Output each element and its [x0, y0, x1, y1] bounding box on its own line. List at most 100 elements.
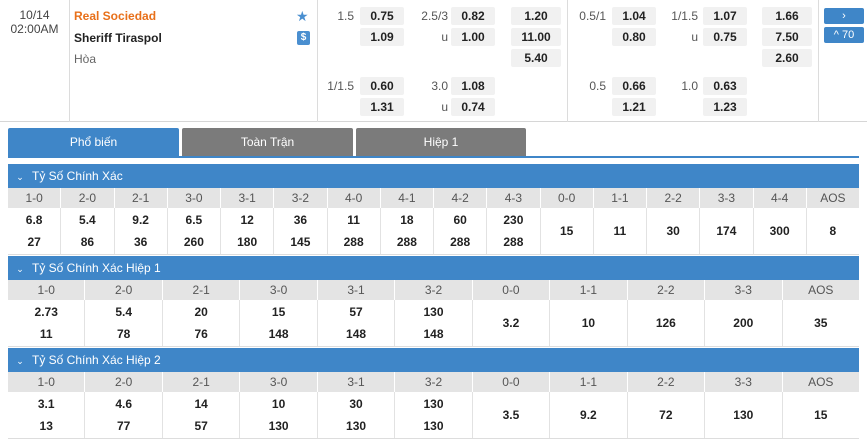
home-team[interactable]: Real Sociedad: [74, 9, 157, 23]
odds-top[interactable]: 10: [271, 397, 286, 411]
tab-popular[interactable]: Phổ biến: [8, 128, 179, 156]
odds-top[interactable]: 57: [349, 305, 363, 319]
odds-bottom[interactable]: 260: [183, 235, 204, 249]
h1-1x2-home-odds[interactable]: 1.66: [762, 7, 812, 25]
odds-cell[interactable]: 14 57: [161, 392, 239, 438]
odds-top[interactable]: 30: [666, 224, 680, 238]
odds-bottom[interactable]: 86: [80, 235, 95, 249]
odds-cell[interactable]: 30 130: [316, 392, 394, 438]
h1-ou2-under-odds[interactable]: 1.23: [703, 98, 747, 116]
odds-cell[interactable]: 57 148: [316, 300, 394, 346]
ft-ah2-away-odds[interactable]: 1.31: [360, 98, 404, 116]
odds-top[interactable]: 9.2: [132, 213, 149, 227]
odds-cell[interactable]: 5.4 86: [60, 208, 113, 254]
odds-top[interactable]: 14: [194, 397, 208, 411]
odds-top[interactable]: 15: [559, 224, 574, 238]
odds-cell[interactable]: 15 148: [239, 300, 316, 346]
odds-top[interactable]: 11: [347, 213, 360, 227]
odds-cell[interactable]: 60 288: [433, 208, 486, 254]
h1-ou2-over-odds[interactable]: 0.63: [703, 77, 747, 95]
odds-cell[interactable]: 126: [626, 300, 704, 346]
odds-cell[interactable]: 130 148: [394, 300, 471, 346]
favorite-star-icon[interactable]: ★: [296, 8, 309, 24]
ft-1x2-draw-odds[interactable]: 5.40: [511, 49, 561, 67]
section-header[interactable]: ⌄ Tỷ Số Chính Xác: [8, 164, 859, 188]
odds-top[interactable]: 15: [271, 305, 286, 319]
h1-ou-over-odds[interactable]: 1.07: [703, 7, 747, 25]
tab-full-time[interactable]: Toàn Trận: [182, 128, 353, 156]
odds-top[interactable]: 36: [293, 213, 308, 227]
chevron-down-icon[interactable]: ⌄: [16, 356, 24, 366]
odds-top[interactable]: 5.4: [115, 305, 133, 319]
odds-cell[interactable]: 174: [699, 208, 752, 254]
odds-top[interactable]: 6.8: [25, 213, 43, 227]
odds-top[interactable]: 9.2: [580, 408, 597, 422]
odds-top[interactable]: 5.4: [79, 213, 96, 227]
odds-cell[interactable]: 15: [539, 208, 593, 254]
odds-bottom[interactable]: 288: [450, 235, 471, 249]
odds-top[interactable]: 2.73: [34, 305, 58, 319]
away-team[interactable]: Sheriff Tiraspol: [74, 31, 162, 45]
odds-cell[interactable]: 15: [781, 392, 859, 438]
h1-ah2-away-odds[interactable]: 1.21: [612, 98, 656, 116]
odds-bottom[interactable]: 288: [343, 235, 364, 249]
section-header[interactable]: ⌄ Tỷ Số Chính Xác Hiệp 1: [8, 256, 859, 280]
odds-top[interactable]: 126: [655, 316, 676, 330]
odds-cell[interactable]: 12 180: [220, 208, 273, 254]
odds-top[interactable]: 3.2: [502, 316, 520, 330]
odds-bottom[interactable]: 76: [194, 327, 208, 341]
odds-bottom[interactable]: 13: [39, 419, 53, 433]
h1-ou-under-odds[interactable]: 0.75: [703, 28, 747, 46]
dollar-icon[interactable]: $: [297, 31, 310, 45]
odds-bottom[interactable]: 148: [423, 327, 444, 341]
odds-bottom[interactable]: 57: [194, 419, 208, 433]
odds-top[interactable]: 35: [814, 316, 828, 330]
ft-ah2-home-odds[interactable]: 0.60: [360, 77, 404, 95]
odds-top[interactable]: 8: [829, 224, 837, 238]
ft-ah-away-odds[interactable]: 1.09: [360, 28, 404, 46]
odds-top[interactable]: 200: [733, 316, 754, 330]
odds-top[interactable]: 4.6: [115, 397, 133, 411]
odds-cell[interactable]: 230 288: [486, 208, 539, 254]
odds-top[interactable]: 60: [453, 213, 467, 227]
odds-top[interactable]: 6.5: [185, 213, 203, 227]
odds-top[interactable]: 30: [349, 397, 363, 411]
odds-cell[interactable]: 9.2: [549, 392, 626, 438]
odds-cell[interactable]: 18 288: [379, 208, 433, 254]
section-header[interactable]: ⌄ Tỷ Số Chính Xác Hiệp 2: [8, 348, 859, 372]
odds-cell[interactable]: 72: [626, 392, 704, 438]
odds-bottom[interactable]: 36: [133, 235, 148, 249]
odds-bottom[interactable]: 11: [39, 327, 53, 341]
odds-bottom[interactable]: 288: [503, 235, 524, 249]
odds-top[interactable]: 20: [194, 305, 208, 319]
ft-ou-over-odds[interactable]: 0.82: [451, 7, 495, 25]
odds-bottom[interactable]: 78: [117, 327, 131, 341]
odds-cell[interactable]: 3.5: [471, 392, 549, 438]
ft-ou2-over-odds[interactable]: 1.08: [451, 77, 495, 95]
odds-top[interactable]: 130: [423, 305, 444, 319]
odds-cell[interactable]: 300: [752, 208, 806, 254]
odds-bottom[interactable]: 130: [346, 419, 367, 433]
odds-top[interactable]: 3.5: [502, 408, 520, 422]
odds-cell[interactable]: 35: [781, 300, 859, 346]
odds-cell[interactable]: 3.2: [471, 300, 549, 346]
ft-1x2-home-odds[interactable]: 1.20: [511, 7, 561, 25]
odds-top[interactable]: 15: [814, 408, 828, 422]
odds-cell[interactable]: 10 130: [239, 392, 316, 438]
odds-cell[interactable]: 3.1 13: [8, 392, 84, 438]
odds-cell[interactable]: 36 145: [273, 208, 326, 254]
odds-bottom[interactable]: 130: [423, 419, 444, 433]
h1-ah-home-odds[interactable]: 1.04: [612, 7, 656, 25]
ft-ou-under-odds[interactable]: 1.00: [451, 28, 495, 46]
tab-first-half[interactable]: Hiệp 1: [356, 128, 526, 156]
h1-1x2-away-odds[interactable]: 7.50: [762, 28, 812, 46]
odds-bottom[interactable]: 130: [268, 419, 289, 433]
odds-top[interactable]: 300: [769, 224, 790, 238]
odds-bottom[interactable]: 145: [290, 235, 311, 249]
odds-cell[interactable]: 10: [549, 300, 626, 346]
odds-top[interactable]: 72: [659, 408, 673, 422]
ft-ah-home-odds[interactable]: 0.75: [360, 7, 404, 25]
odds-bottom[interactable]: 288: [396, 235, 417, 249]
odds-top[interactable]: 3.1: [37, 397, 55, 411]
odds-cell[interactable]: 9.2 36: [113, 208, 167, 254]
